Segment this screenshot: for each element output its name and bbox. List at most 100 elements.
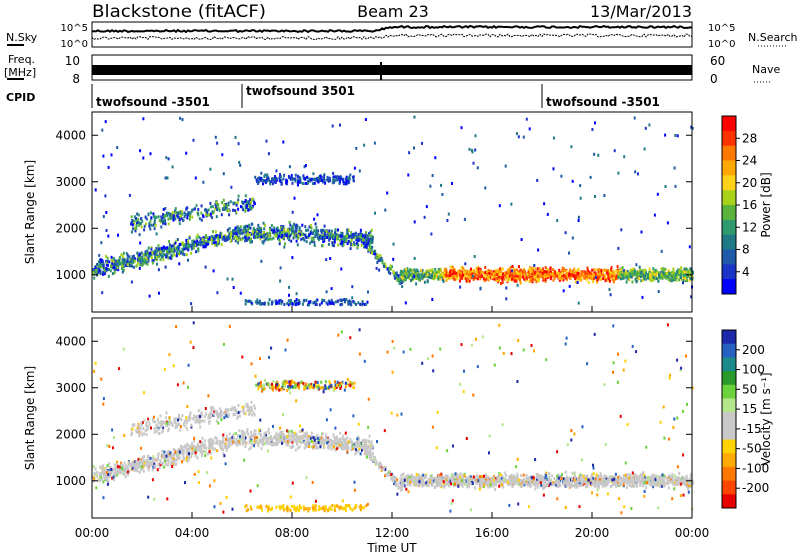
scatter-point: [138, 233, 141, 237]
scatter-point: [585, 277, 588, 281]
scatter-point: [683, 270, 686, 274]
scatter-point: [97, 260, 100, 264]
scatter-point: [94, 266, 97, 269]
scatter-point: [267, 302, 270, 306]
scatter-point: [353, 243, 356, 247]
scatter-point: [283, 227, 286, 231]
scatter-point: [198, 421, 201, 425]
scatter-point: [176, 252, 179, 255]
scatter-point: [398, 281, 401, 285]
scatter-point: [419, 274, 422, 278]
scatter-point: [102, 154, 105, 158]
scatter-point: [288, 228, 291, 232]
scatter-point: [407, 274, 410, 278]
scatter-point: [180, 210, 183, 213]
scatter-point: [290, 298, 292, 302]
scatter-point: [146, 466, 149, 469]
scatter-point: [596, 280, 598, 284]
scatter-point: [217, 239, 220, 243]
scatter-point: [149, 219, 152, 223]
scatter-point: [149, 152, 152, 156]
scatter-point: [169, 215, 172, 219]
scatter-point: [216, 204, 219, 208]
scatter-point: [582, 272, 585, 276]
scatter-point: [369, 248, 372, 252]
scatter-point: [302, 174, 305, 178]
scatter-point: [258, 432, 261, 436]
freq-left-tick-top: 10: [65, 54, 80, 68]
scatter-point: [381, 260, 384, 264]
scatter-point: [201, 444, 204, 448]
scatter-point: [373, 141, 376, 145]
scatter-point: [95, 471, 98, 474]
scatter-point: [210, 238, 213, 242]
scatter-point: [294, 448, 297, 452]
scatter-point: [593, 277, 596, 281]
scatter-point: [139, 149, 142, 153]
scatter-point: [426, 279, 429, 283]
scatter-point: [152, 455, 155, 459]
scatter-point: [514, 274, 517, 278]
scatter-point: [214, 243, 217, 247]
scatter-point: [171, 462, 174, 466]
scatter-point: [125, 466, 128, 470]
scatter-point: [353, 241, 356, 245]
scatter-point: [516, 283, 519, 287]
scatter-point: [453, 278, 456, 281]
scatter-point: [365, 237, 368, 241]
scatter-point: [416, 276, 418, 280]
scatter-point: [330, 229, 333, 233]
scatter-point: [179, 214, 182, 218]
scatter-point: [568, 284, 571, 288]
scatter-point: [316, 433, 319, 437]
scatter-point: [290, 174, 293, 177]
scatter-point: [508, 272, 511, 276]
scatter-point: [352, 175, 354, 179]
scatter-point: [279, 298, 282, 302]
scatter-point: [571, 179, 574, 183]
scatter-point: [411, 277, 414, 281]
scatter-point: [251, 206, 254, 210]
scatter-point: [534, 278, 536, 281]
scatter-point: [152, 465, 155, 469]
scatter-point: [116, 470, 119, 474]
scatter-point: [202, 180, 205, 184]
scatter-point: [664, 267, 667, 271]
scatter-point: [227, 414, 230, 418]
scatter-point: [209, 437, 212, 441]
scatter-point: [153, 222, 156, 226]
scatter-point: [283, 245, 286, 249]
scatter-point: [396, 274, 399, 277]
scatter-point: [546, 212, 549, 216]
scatter-point: [100, 259, 103, 263]
scatter-point: [278, 437, 281, 441]
scatter-point: [265, 434, 267, 438]
scatter-point: [308, 233, 311, 237]
scatter-point: [313, 300, 316, 304]
scatter-point: [298, 445, 301, 449]
scatter-point: [185, 455, 188, 459]
scatter-point: [386, 267, 389, 271]
scatter-point: [303, 446, 306, 450]
scatter-point: [163, 453, 166, 457]
scatter-point: [574, 277, 577, 280]
scatter-point: [109, 469, 112, 473]
scatter-point: [490, 269, 493, 273]
scatter-point: [245, 236, 248, 240]
scatter-point: [168, 240, 170, 244]
scatter-point: [149, 463, 152, 467]
scatter-point: [415, 282, 418, 286]
scatter-point: [644, 268, 647, 272]
scatter-point: [254, 434, 257, 438]
scatter-point: [245, 224, 247, 228]
scatter-point: [231, 407, 234, 411]
scatter-point: [257, 177, 260, 181]
scatter-point: [98, 264, 101, 267]
scatter-point: [421, 276, 424, 280]
scatter-point: [576, 268, 579, 272]
scatter-point: [112, 263, 115, 267]
scatter-point: [346, 242, 349, 245]
scatter-point: [282, 433, 285, 437]
noise-right-tick-top: 10^5: [708, 23, 735, 34]
scatter-point: [174, 450, 177, 454]
